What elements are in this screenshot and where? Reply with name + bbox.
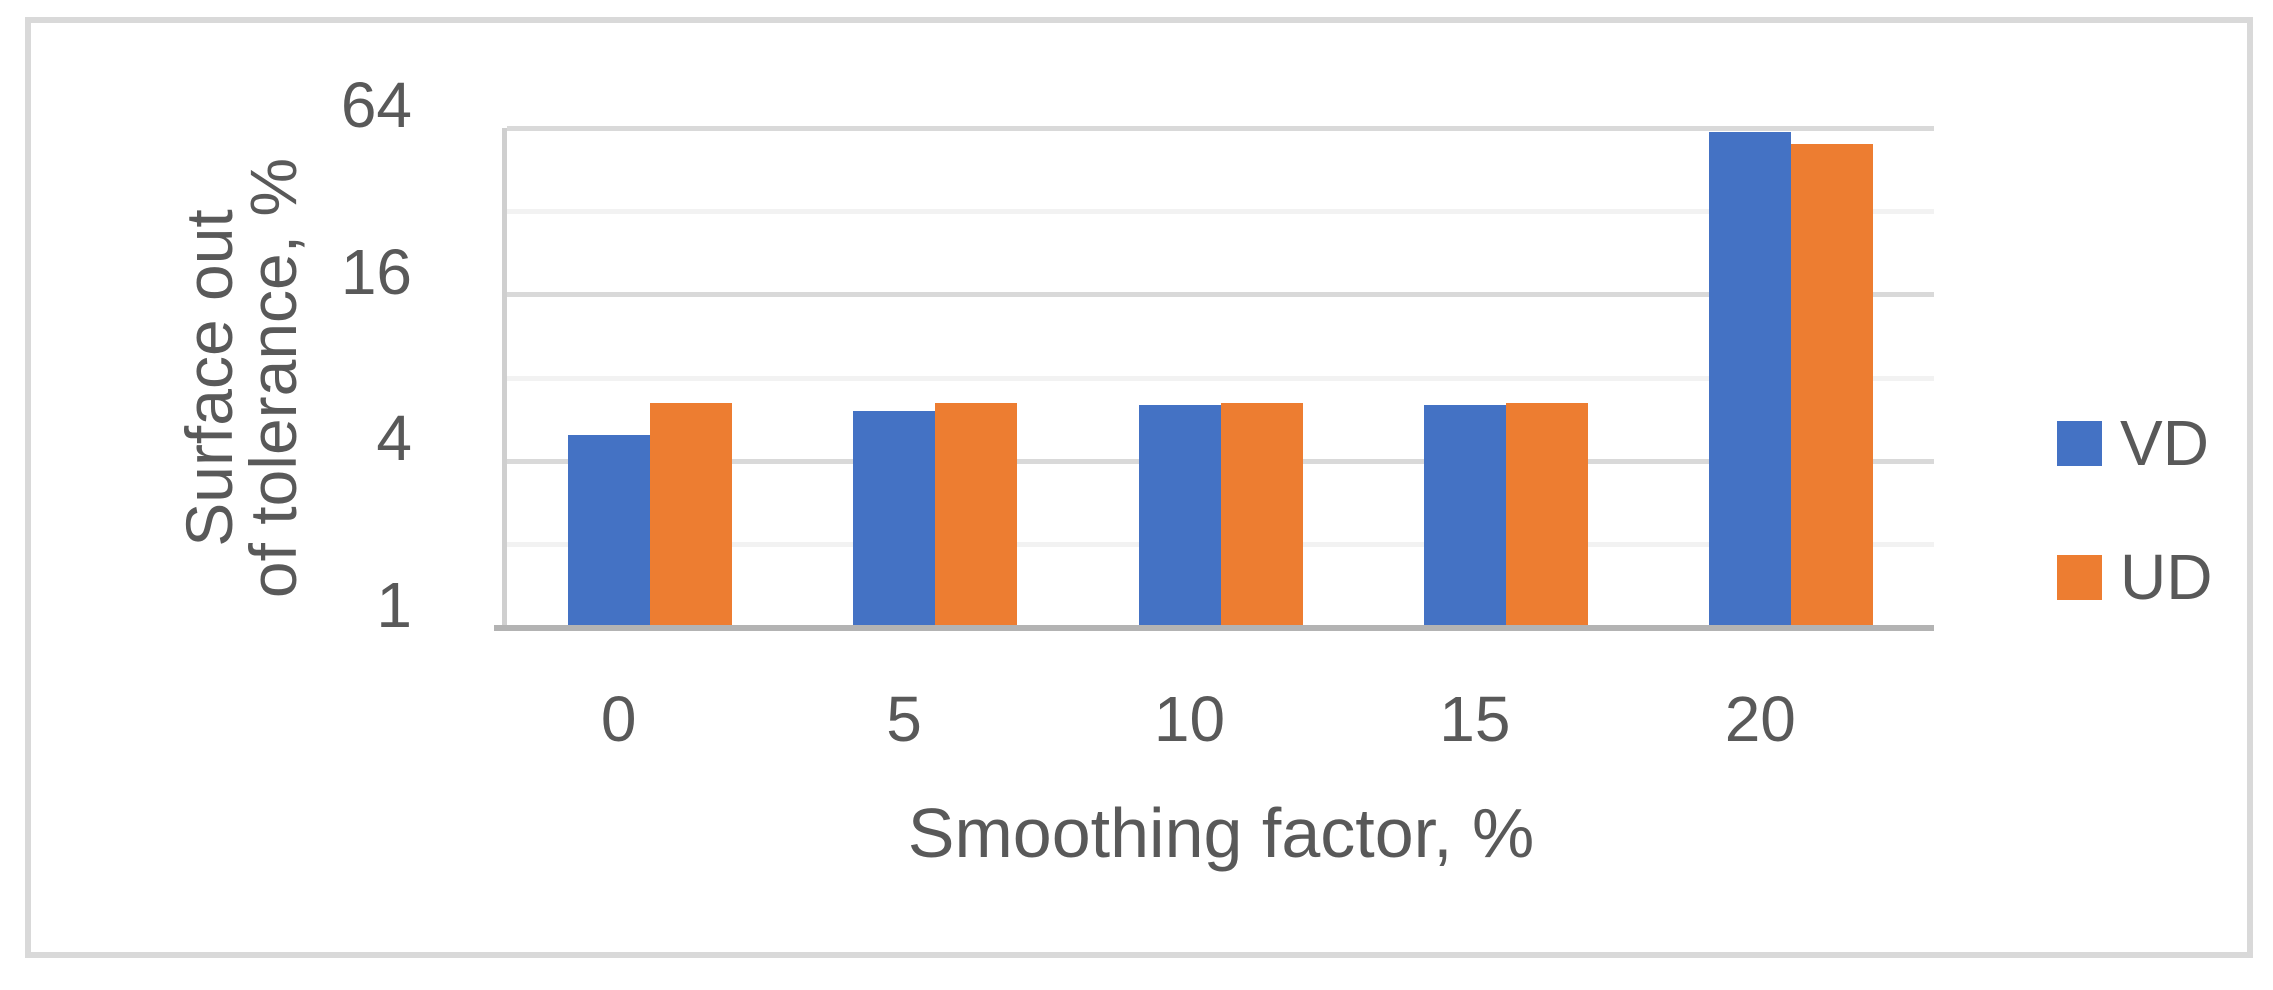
x-tick-label-5: 5	[886, 683, 922, 755]
major-gridline-64	[507, 125, 1934, 131]
legend-item-vd: VD	[2057, 409, 2212, 477]
y-axis-title-line-2: of tolerance, %	[236, 157, 310, 599]
y-axis-title: Surface out of tolerance, %	[172, 157, 310, 599]
y-axis-title-line-1: Surface out	[172, 209, 246, 547]
bar-vd-0	[567, 434, 650, 628]
legend: VD UD	[2057, 409, 2212, 611]
bar-ud-0	[649, 402, 732, 628]
legend-label-ud: UD	[2120, 541, 2213, 613]
x-axis-line	[494, 625, 1934, 631]
x-tick-label-10: 10	[1153, 683, 1226, 755]
legend-swatch-vd	[2057, 420, 2102, 466]
y-tick-label-4: 4	[376, 402, 412, 475]
chart-frame: 1 4 16 64 0 5 10 15 20 Surface out of tolerance…	[25, 17, 2253, 958]
bar-vd-5	[853, 410, 936, 628]
plot-area	[507, 125, 1934, 628]
legend-swatch-ud	[2057, 554, 2102, 600]
y-axis-line	[502, 128, 507, 631]
bar-ud-10	[1220, 402, 1303, 628]
y-tick-label-1: 1	[376, 569, 412, 641]
bar-vd-15	[1423, 404, 1506, 628]
bar-ud-15	[1505, 402, 1588, 628]
legend-item-ud: UD	[2057, 543, 2212, 611]
bar-ud-20	[1791, 144, 1874, 628]
y-tick-label-64: 64	[340, 69, 412, 141]
bar-ud-5	[935, 402, 1018, 628]
bar-vd-10	[1138, 404, 1221, 628]
bar-vd-20	[1709, 131, 1792, 628]
y-tick-label-16: 16	[340, 235, 412, 308]
x-tick-label-15: 15	[1439, 683, 1511, 755]
x-tick-label-20: 20	[1724, 683, 1796, 755]
major-gridline-16	[507, 292, 1934, 298]
minor-gridline-8	[507, 375, 1934, 381]
minor-gridline-32	[507, 208, 1934, 214]
x-tick-label-0: 0	[600, 683, 637, 755]
legend-label-vd: VD	[2120, 407, 2209, 479]
x-axis-title: Smoothing factor, %	[907, 794, 1535, 872]
